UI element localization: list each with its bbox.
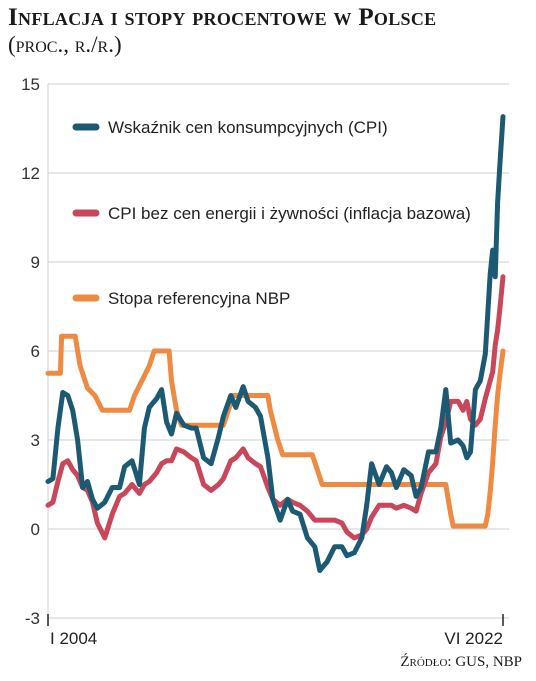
series-line-1 (45, 274, 506, 541)
x-tick-label: I 2004 (50, 629, 97, 648)
chart-subtitle: (proc., r./r.) (8, 32, 122, 57)
y-tick-label: -3 (25, 609, 40, 628)
chart-title: Inflacja i stopy procentowe w Polsce (8, 4, 437, 31)
y-tick-label: 0 (31, 520, 40, 539)
legend-label: Wskaźnik cen konsumpcyjnych (CPI) (108, 118, 388, 137)
series-line-0 (45, 114, 506, 573)
y-tick-label: 12 (21, 164, 40, 183)
legend: Wskaźnik cen konsumpcyjnych (CPI) CPI bez… (72, 118, 471, 308)
y-tick-label: 15 (21, 75, 40, 94)
gridlines (47, 83, 509, 624)
y-tick-labels: -3 0 3 6 9 12 15 (21, 75, 40, 628)
y-tick-label: 6 (31, 342, 40, 361)
series-line-2 (45, 333, 506, 529)
y-tick-label: 3 (31, 431, 40, 450)
legend-label: CPI bez cen energii i żywności (inflacja… (108, 204, 471, 223)
source-value: GUS, NBP (455, 654, 522, 670)
x-tick-label: VI 2022 (444, 629, 503, 648)
y-tick-label: 9 (31, 253, 40, 272)
x-tick-labels: I 2004 VI 2022 (47, 614, 504, 648)
source-note: Źródło: GUS, NBP (400, 654, 522, 671)
legend-label: Stopa referencyjna NBP (108, 289, 290, 308)
source-label: Źródło: (400, 654, 452, 670)
series-lines (45, 114, 506, 573)
